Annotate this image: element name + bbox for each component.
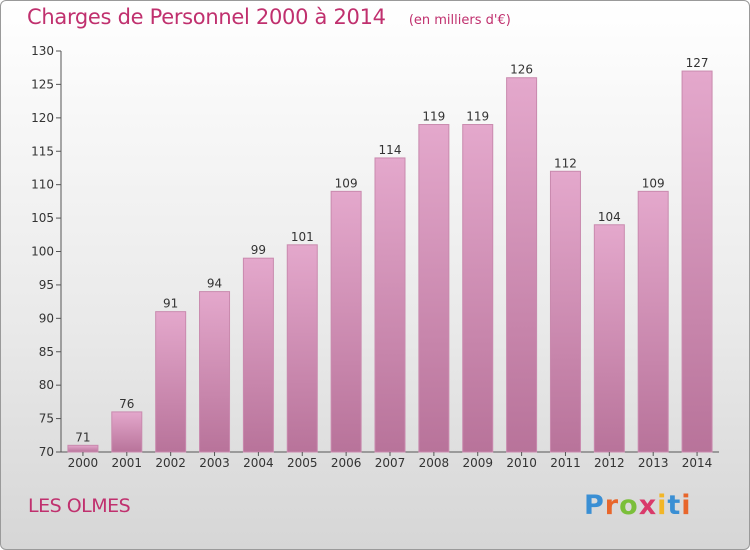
bar xyxy=(549,170,581,453)
data-label: 112 xyxy=(554,156,577,170)
y-tick-label: 115 xyxy=(31,144,54,158)
x-tick-label: 2014 xyxy=(682,456,713,470)
bar xyxy=(506,77,538,453)
x-tick-label: 2012 xyxy=(594,456,625,470)
data-label: 71 xyxy=(75,430,90,444)
y-tick-label: 90 xyxy=(39,311,54,325)
y-tick-label: 110 xyxy=(31,178,54,192)
data-label: 114 xyxy=(379,143,402,157)
data-label: 76 xyxy=(119,397,134,411)
y-tick-label: 100 xyxy=(31,245,54,259)
bar xyxy=(199,291,231,453)
x-tick-label: 2011 xyxy=(550,456,581,470)
x-tick-label: 2004 xyxy=(243,456,274,470)
data-label: 99 xyxy=(251,243,266,257)
data-label: 109 xyxy=(642,176,665,190)
y-tick-label: 125 xyxy=(31,77,54,91)
y-tick-label: 105 xyxy=(31,211,54,225)
y-tick-label: 95 xyxy=(39,278,54,292)
logo-letter: t xyxy=(667,490,682,521)
y-tick-label: 120 xyxy=(31,111,54,125)
bar xyxy=(155,311,187,453)
bar xyxy=(67,444,99,453)
bar xyxy=(462,124,494,453)
data-label: 101 xyxy=(291,230,314,244)
y-tick-label: 70 xyxy=(39,445,54,459)
bar xyxy=(374,157,406,453)
x-tick-label: 2007 xyxy=(375,456,406,470)
x-tick-label: 2006 xyxy=(331,456,362,470)
y-tick-label: 80 xyxy=(39,378,54,392)
y-tick-label: 130 xyxy=(31,44,54,58)
bar xyxy=(111,411,143,453)
bar xyxy=(242,257,274,453)
x-tick-label: 2001 xyxy=(112,456,143,470)
place-name: LES OLMES xyxy=(28,495,131,517)
y-tick-label: 85 xyxy=(39,345,54,359)
bar xyxy=(593,224,625,453)
logo-letter: x xyxy=(638,490,658,521)
data-label: 127 xyxy=(686,56,709,70)
chart-subtitle: (en milliers d'€) xyxy=(408,13,511,28)
x-tick-label: 2002 xyxy=(155,456,186,470)
data-label: 126 xyxy=(510,63,533,77)
data-label: 94 xyxy=(207,277,222,291)
x-tick-label: 2009 xyxy=(462,456,493,470)
x-tick-label: 2000 xyxy=(68,456,99,470)
bar xyxy=(418,124,450,453)
bar xyxy=(286,244,318,453)
x-tick-label: 2008 xyxy=(419,456,450,470)
proxiti-logo[interactable]: Proxiti xyxy=(584,490,692,521)
logo-letter: r xyxy=(604,490,620,521)
data-label: 91 xyxy=(163,297,178,311)
data-label: 119 xyxy=(422,110,445,124)
chart-title: Charges de Personnel 2000 à 2014 xyxy=(27,5,386,29)
x-tick-label: 2003 xyxy=(199,456,230,470)
title-row: Charges de Personnel 2000 à 2014 (en mil… xyxy=(27,5,511,29)
data-label: 119 xyxy=(466,110,489,124)
logo-letter: i xyxy=(681,490,692,521)
logo-letter: i xyxy=(657,490,668,521)
x-tick-label: 2010 xyxy=(506,456,537,470)
bar xyxy=(330,190,362,453)
x-tick-label: 2013 xyxy=(638,456,669,470)
logo-letter: P xyxy=(584,490,605,521)
bar xyxy=(637,190,669,453)
data-label: 109 xyxy=(335,176,358,190)
y-tick-label: 75 xyxy=(39,412,54,426)
bar xyxy=(681,70,713,453)
x-tick-label: 2005 xyxy=(287,456,318,470)
data-label: 104 xyxy=(598,210,621,224)
logo-letter: o xyxy=(619,490,639,521)
